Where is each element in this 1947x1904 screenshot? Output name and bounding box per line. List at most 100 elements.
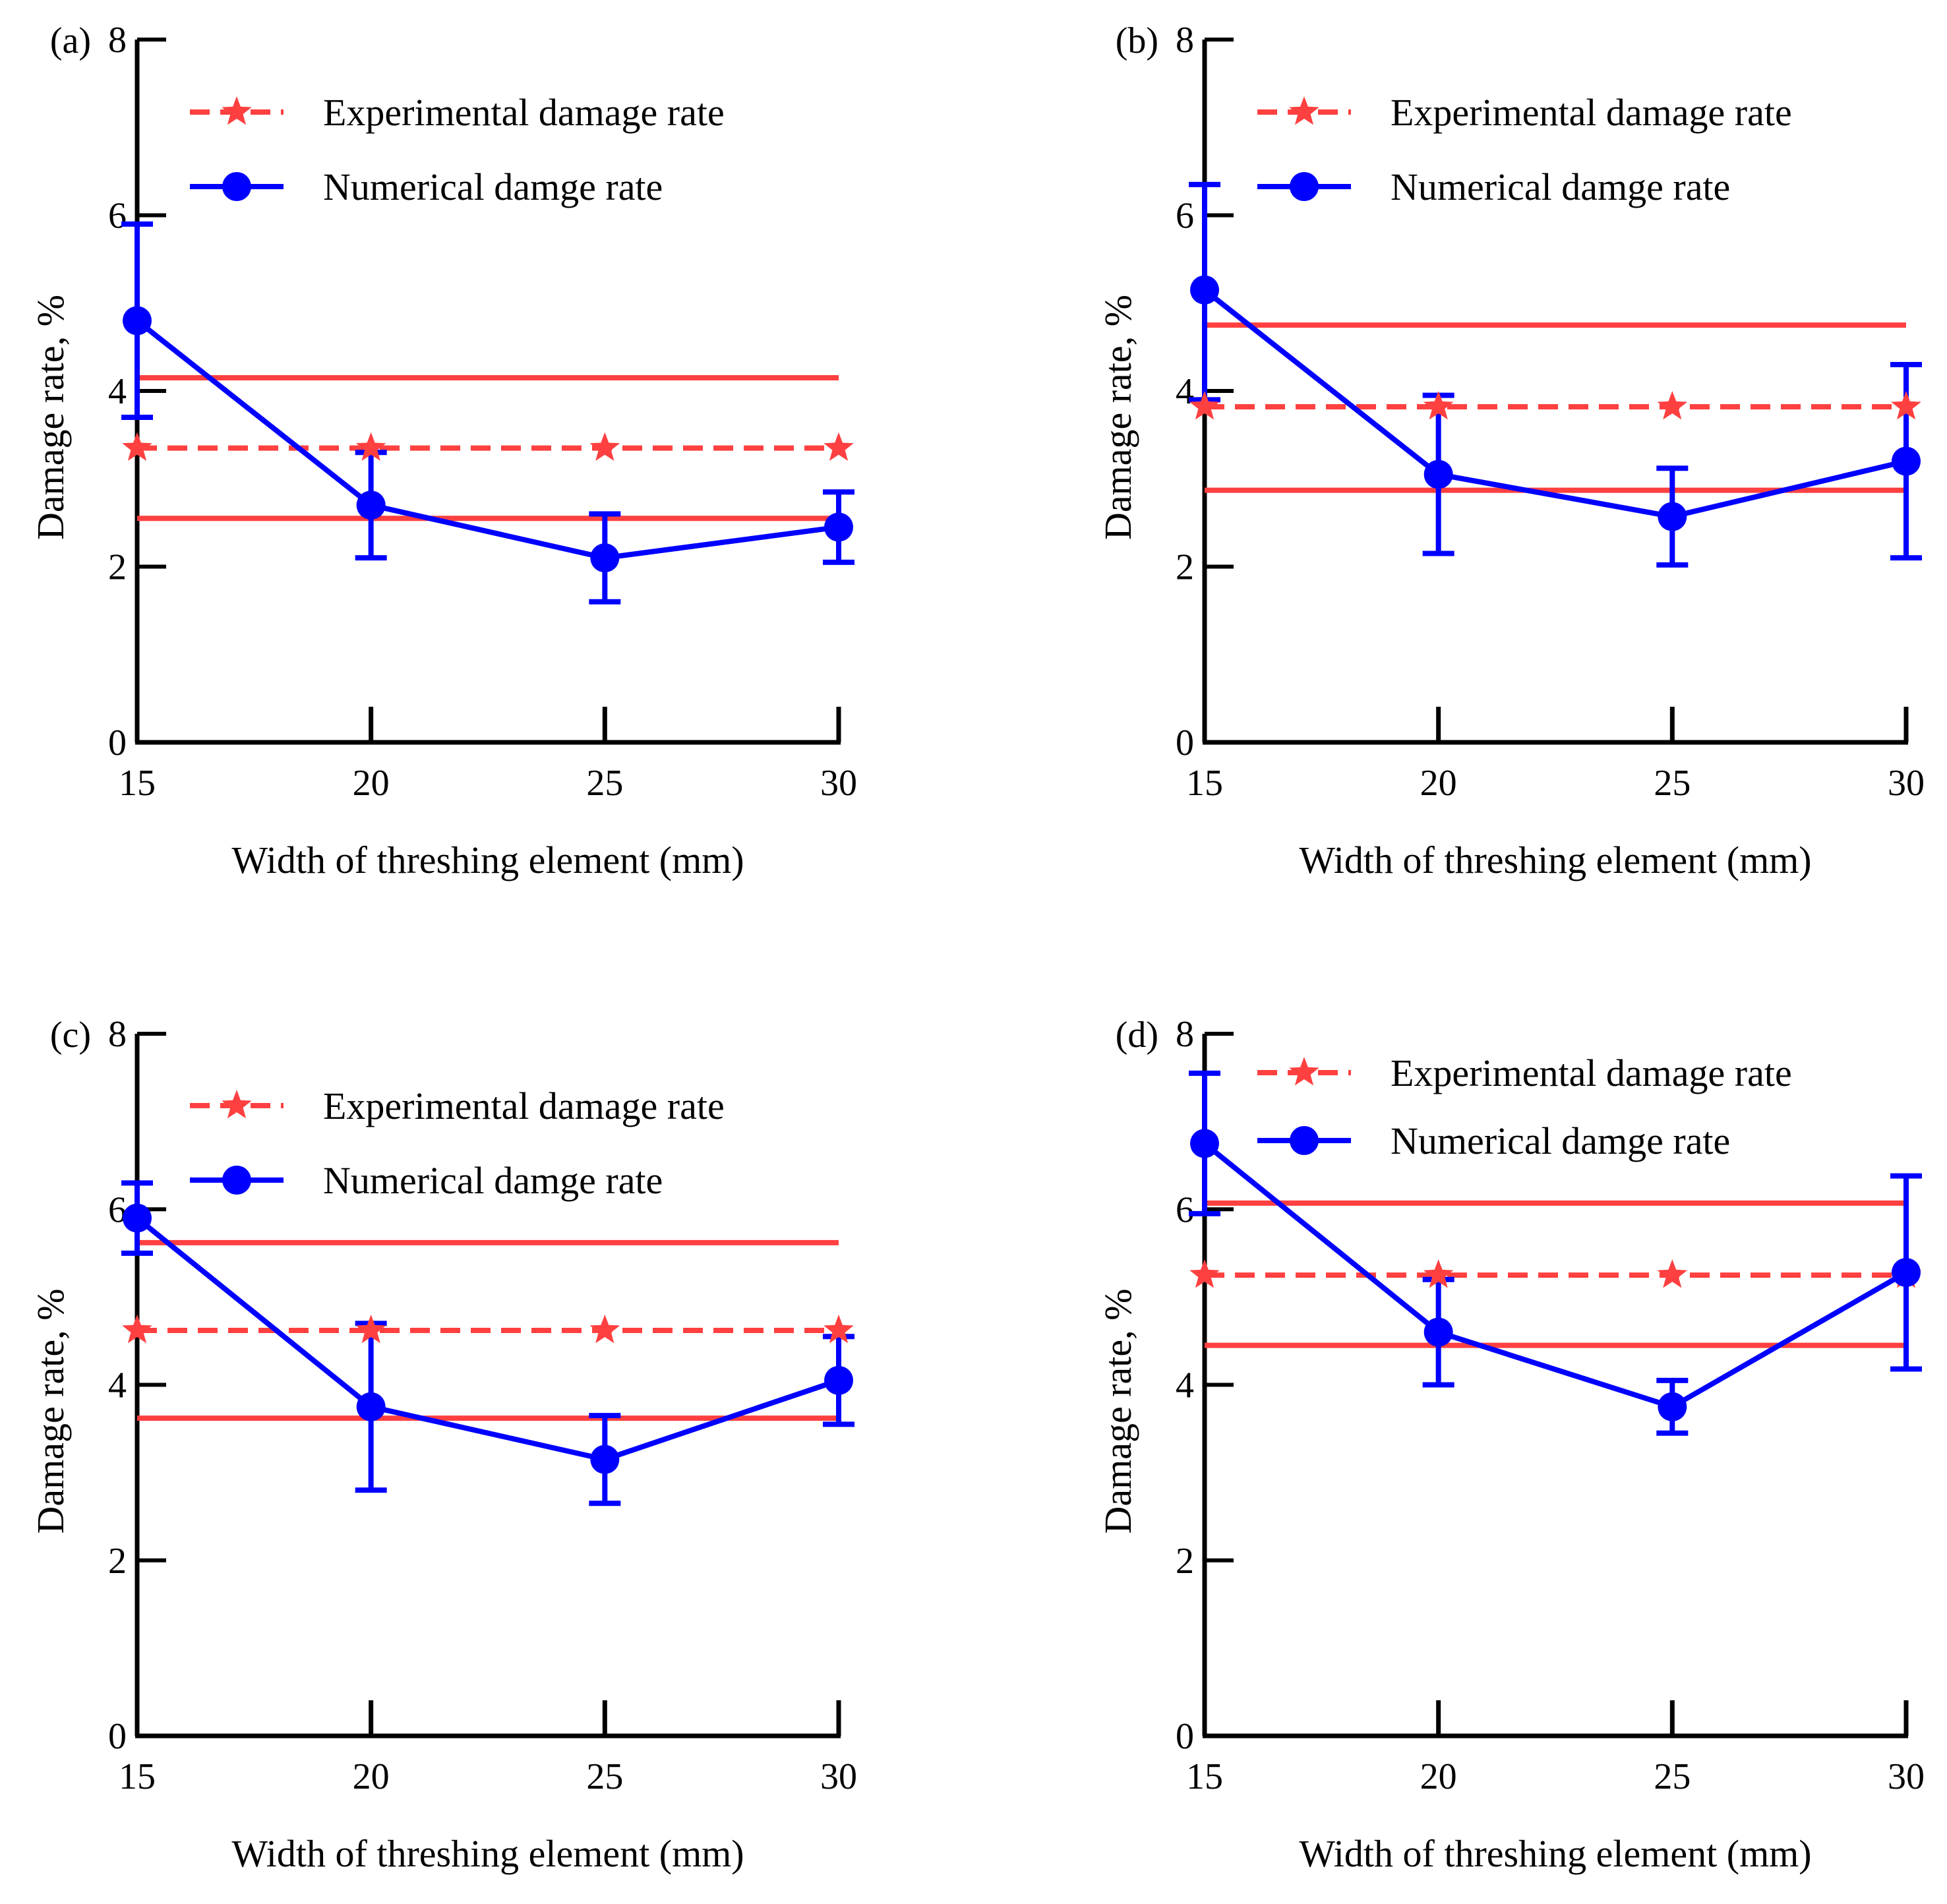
numerical-point	[1190, 1129, 1219, 1158]
numerical-point	[590, 1444, 620, 1474]
experimental-point	[1423, 391, 1454, 420]
y-tick-label: 6	[1176, 1189, 1194, 1230]
y-axis-title: Damage rate, %	[1096, 295, 1139, 540]
y-tick-label: 0	[1176, 1716, 1194, 1757]
x-tick-label: 25	[586, 763, 623, 804]
experimental-point	[1423, 1259, 1454, 1288]
legend: Experimental damage rate Numerical damge …	[1257, 1052, 1792, 1162]
y-tick-label: 0	[108, 1716, 127, 1757]
legend: Experimental damage rate Numerical damge …	[190, 1085, 725, 1202]
x-tick-label: 30	[820, 1756, 857, 1797]
numerical-point	[1892, 1258, 1921, 1288]
x-tick-label: 30	[1888, 1756, 1925, 1797]
legend-numerical-label: Numerical damge rate	[1391, 1119, 1730, 1162]
numerical-point	[1423, 1317, 1453, 1347]
y-tick-label: 8	[108, 20, 127, 61]
x-tick-label: 25	[1654, 1756, 1691, 1797]
legend: Experimental damage rate Numerical damge …	[190, 91, 725, 208]
numerical-point	[1423, 460, 1453, 489]
numerical-point	[824, 512, 853, 542]
numerical-series-line	[135, 1216, 840, 1462]
experimental-point	[1891, 391, 1921, 420]
y-tick-label: 6	[108, 1189, 127, 1230]
experimental-point	[355, 1315, 386, 1344]
y-tick-label: 4	[1176, 1365, 1194, 1406]
numerical-series-line	[135, 318, 839, 561]
y-tick-label: 8	[1176, 20, 1194, 61]
x-tick-label: 15	[1186, 763, 1223, 804]
x-tick-label: 15	[119, 763, 156, 804]
experimental-point	[1189, 391, 1220, 420]
numerical-point	[123, 306, 152, 336]
experimental-point	[589, 432, 620, 461]
numerical-point	[824, 1365, 853, 1395]
experimental-point	[1657, 1259, 1688, 1288]
legend-experimental-star	[1289, 96, 1319, 125]
experimental-point	[1189, 1259, 1220, 1288]
x-tick-label: 30	[1888, 763, 1925, 804]
legend-experimental-star	[222, 96, 252, 125]
x-tick-label: 15	[119, 1756, 156, 1797]
panel-label: (c)	[50, 1015, 91, 1056]
chart-panel-d: 0 2 4 6 8 15 20 25 30 (d) Width of threshing eleme…	[1096, 1014, 1925, 1875]
experimental-point	[122, 432, 152, 461]
x-axis-title: Width of threshing element (mm)	[231, 839, 744, 881]
y-tick-label: 4	[108, 1365, 127, 1406]
x-axis-title: Width of threshing element (mm)	[1299, 1832, 1811, 1875]
y-tick-label: 4	[1176, 371, 1194, 412]
y-tick-label: 0	[1176, 723, 1194, 763]
legend-numerical-circle	[1290, 172, 1319, 201]
x-tick-label: 25	[586, 1756, 623, 1797]
chart-panel-b: 0 2 4 6 8 15 20 25 30 (b) Width of threshing eleme…	[1096, 20, 1925, 881]
y-axis-title: Damage rate, %	[29, 1289, 72, 1534]
legend-experimental-label: Experimental damage rate	[1391, 1052, 1792, 1094]
y-tick-label: 6	[108, 196, 127, 237]
legend-numerical-circle	[222, 1166, 251, 1195]
y-axis-title: Damage rate, %	[1096, 1289, 1139, 1534]
y-axis-title: Damage rate, %	[29, 295, 72, 540]
y-tick-label: 8	[108, 1014, 127, 1055]
experimental-point	[355, 432, 386, 461]
experimental-point	[824, 432, 854, 461]
legend-experimental-label: Experimental damage rate	[1391, 91, 1792, 134]
legend-experimental-label: Experimental damage rate	[323, 1085, 725, 1127]
legend-numerical-label: Numerical damge rate	[1391, 165, 1730, 208]
numerical-point	[123, 1203, 152, 1233]
numerical-series-line	[1203, 287, 1907, 520]
chart-panel-c: 0 2 4 6 8 15 20 25 30 (c) Width of threshing eleme…	[29, 1014, 857, 1875]
x-tick-label: 20	[1420, 763, 1457, 804]
x-tick-label: 20	[1420, 1756, 1457, 1797]
experimental-point	[122, 1315, 152, 1344]
numerical-point	[1658, 1392, 1687, 1421]
experimental-point	[589, 1315, 620, 1344]
panel-label: (d)	[1116, 1015, 1158, 1056]
y-tick-label: 2	[1176, 1541, 1194, 1582]
numerical-point	[1892, 446, 1921, 476]
legend-numerical-circle	[1290, 1126, 1319, 1155]
numerical-point	[356, 1392, 386, 1421]
y-tick-label: 2	[108, 1541, 127, 1582]
panel-label: (b)	[1116, 20, 1158, 61]
experimental-point	[824, 1315, 854, 1344]
legend-numerical-label: Numerical damge rate	[323, 1159, 663, 1202]
y-tick-label: 2	[1176, 547, 1194, 588]
x-tick-label: 20	[353, 1756, 390, 1797]
legend-experimental-star	[1289, 1057, 1319, 1086]
y-tick-label: 8	[1176, 1014, 1194, 1055]
x-axis-title: Width of threshing element (mm)	[231, 1832, 744, 1875]
numerical-point	[1658, 502, 1687, 531]
legend-numerical-circle	[222, 172, 251, 201]
x-tick-label: 20	[353, 763, 390, 804]
x-axis-title: Width of threshing element (mm)	[1299, 839, 1811, 881]
chart-panel-a: 0 2 4 6 8 15 20 25 30 (a) Width of threshing eleme…	[29, 20, 857, 881]
numerical-point	[590, 543, 620, 573]
y-tick-label: 0	[108, 723, 127, 763]
panel-label: (a)	[50, 20, 91, 61]
x-tick-label: 15	[1186, 1756, 1223, 1797]
numerical-point	[1190, 275, 1219, 305]
y-tick-label: 2	[108, 547, 127, 588]
numerical-point	[356, 491, 386, 520]
legend-numerical-label: Numerical damge rate	[323, 165, 663, 208]
numerical-series-line	[1203, 1141, 1907, 1410]
